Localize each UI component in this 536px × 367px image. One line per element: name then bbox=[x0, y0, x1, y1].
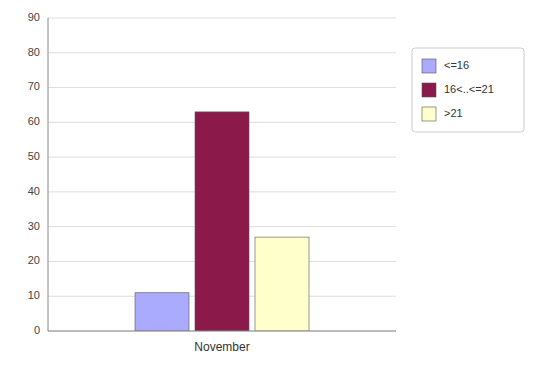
chart-container: 0 10 20 30 40 50 60 70 80 90 November <=16 16<..<=21… bbox=[0, 0, 536, 367]
legend-label: 16<..<=21 bbox=[444, 83, 494, 95]
grid-line bbox=[48, 18, 396, 19]
y-tick-label: 40 bbox=[28, 185, 40, 197]
bar bbox=[195, 112, 249, 331]
x-tick-label: November bbox=[194, 340, 249, 354]
x-axis-line bbox=[48, 331, 396, 332]
page: {"chart_data": {"type": "bar", "categori… bbox=[0, 0, 536, 367]
legend-box bbox=[412, 48, 524, 132]
y-tick-label: 0 bbox=[34, 324, 40, 336]
legend-label: >21 bbox=[444, 107, 463, 119]
legend: <=16 16<..<=21 >21 bbox=[412, 48, 524, 132]
chart-svg: 0 10 20 30 40 50 60 70 80 90 November <=16 16<..<=21… bbox=[0, 0, 536, 367]
grid-line bbox=[48, 331, 396, 332]
y-tick-label: 30 bbox=[28, 220, 40, 232]
y-axis-line bbox=[48, 18, 49, 331]
y-tick-label: 70 bbox=[28, 80, 40, 92]
legend-swatch bbox=[422, 83, 436, 97]
grid-line bbox=[48, 52, 396, 53]
bar bbox=[255, 237, 309, 331]
y-tick-label: 90 bbox=[28, 11, 40, 23]
legend-label: <=16 bbox=[444, 59, 469, 71]
grid-line bbox=[48, 87, 396, 88]
y-tick-label: 20 bbox=[28, 254, 40, 266]
background bbox=[0, 0, 536, 367]
legend-swatch bbox=[422, 107, 436, 121]
legend-swatch bbox=[422, 59, 436, 73]
y-tick-label: 80 bbox=[28, 46, 40, 58]
bars bbox=[135, 112, 309, 331]
y-tick-label: 60 bbox=[28, 115, 40, 127]
y-tick-label: 10 bbox=[28, 289, 40, 301]
x-axis: November bbox=[194, 340, 249, 354]
y-axis: 0 10 20 30 40 50 60 70 80 90 bbox=[28, 11, 40, 336]
y-tick-label: 50 bbox=[28, 150, 40, 162]
bar bbox=[135, 293, 189, 331]
grid bbox=[48, 18, 396, 331]
